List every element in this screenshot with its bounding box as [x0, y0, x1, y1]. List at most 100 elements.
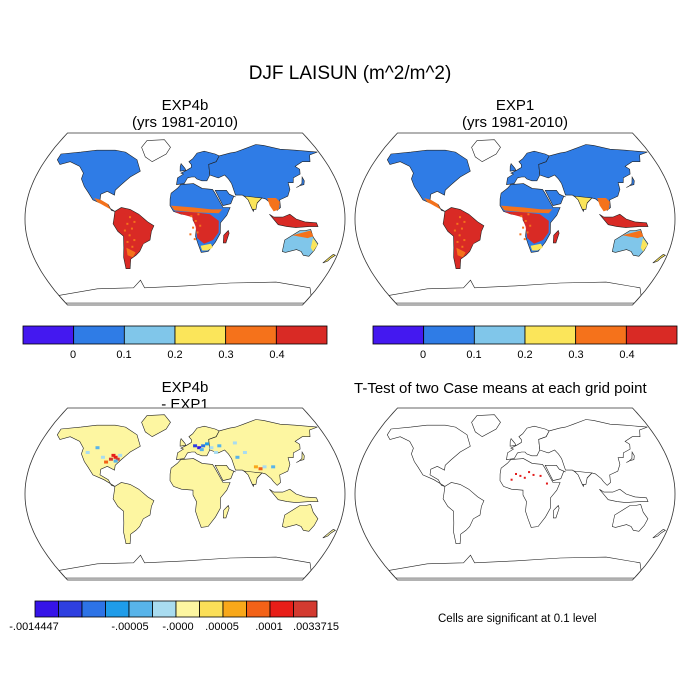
- japan-land: [296, 450, 305, 463]
- greenland-land: [141, 139, 171, 163]
- cell: [192, 226, 195, 229]
- diff-cell: [113, 455, 118, 459]
- colorbar-swatch: [222, 600, 247, 618]
- aus-north-patch: [622, 230, 644, 239]
- tick-label: 0.2: [517, 349, 533, 361]
- greenland-land: [141, 414, 171, 438]
- sahel-patch: [170, 205, 223, 214]
- colorbar-swatch: [22, 325, 75, 345]
- diff-cell: [95, 446, 100, 450]
- cell: [126, 222, 129, 225]
- tick-label: 0.1: [116, 349, 132, 361]
- diff-cell: [217, 444, 222, 448]
- diff-cell: [253, 465, 258, 469]
- cell: [456, 240, 459, 243]
- diff-cell: [193, 444, 198, 448]
- cell: [519, 233, 522, 236]
- cell: [453, 229, 456, 232]
- tick-label: .00005: [205, 621, 239, 633]
- amazon-patch: [117, 213, 152, 248]
- diff-cell: [258, 467, 263, 471]
- south-america-outline: [442, 482, 485, 544]
- diff-cell: [104, 460, 109, 464]
- colorbar-swatch: [152, 600, 177, 618]
- tick-label: 0.3: [218, 349, 234, 361]
- aus-east-patch: [640, 238, 648, 252]
- diff-cell: [262, 465, 267, 469]
- cell: [527, 213, 530, 216]
- diff-cell: [232, 441, 237, 445]
- diff-cell: [205, 442, 210, 446]
- india-land: [243, 470, 263, 485]
- diff-cell: [197, 446, 202, 450]
- diff-cell: [199, 448, 204, 452]
- sahel-patch: [500, 205, 553, 214]
- new-zealand-land: [322, 529, 337, 539]
- colorbar-exp1: [372, 325, 678, 345]
- diff-cell: [115, 457, 120, 461]
- uk-land: [509, 162, 517, 172]
- diff-cell: [108, 457, 113, 461]
- madagascar-land: [222, 229, 230, 244]
- diff-cell: [111, 453, 116, 457]
- arabia-land: [544, 190, 566, 206]
- cell: [524, 219, 527, 222]
- colorbar-swatch: [175, 600, 200, 618]
- panel-title-ttest: T-Test of two Case means at each grid po…: [354, 380, 647, 397]
- madagascar-land: [552, 229, 560, 244]
- south-america-land: [112, 482, 155, 544]
- cell: [522, 226, 525, 229]
- australia-land: [281, 504, 319, 532]
- tick-label: 0: [69, 349, 77, 361]
- diff-cell: [235, 455, 240, 459]
- indonesia-outline: [599, 488, 649, 503]
- cell: [463, 220, 466, 223]
- colorbar-swatch: [123, 325, 176, 345]
- significant-cell: [510, 478, 513, 481]
- cell: [189, 233, 192, 236]
- colorbar-swatch: [58, 600, 83, 618]
- tick-label: 0.1: [466, 349, 482, 361]
- cell: [193, 238, 196, 241]
- uk-land: [179, 437, 187, 447]
- indonesia-land: [269, 488, 319, 503]
- cell: [456, 222, 459, 225]
- south-africa-patch: [530, 243, 543, 251]
- indonesia-land: [269, 213, 319, 228]
- cell: [190, 215, 193, 218]
- europe-land: [506, 150, 550, 185]
- panel-title-line2: (yrs 1981-2010): [132, 114, 238, 131]
- se-asia-patch: [597, 198, 610, 212]
- colorbar-swatch: [275, 325, 328, 345]
- map-exp4b: [24, 132, 346, 306]
- tick-label: .0001: [255, 621, 283, 633]
- cell: [133, 220, 136, 223]
- panel-title-line1: EXP4b: [161, 97, 209, 114]
- amazon-patch: [447, 213, 482, 248]
- tick-label: 0.4: [269, 349, 285, 361]
- diff-cell: [242, 451, 247, 454]
- mexico-patch: [94, 198, 111, 210]
- colorbar-swatch: [269, 600, 294, 618]
- significant-cell: [519, 474, 522, 477]
- north-america-outline: [386, 424, 471, 487]
- colorbar-swatch: [575, 325, 627, 345]
- colorbar-swatch: [372, 325, 425, 345]
- cell: [460, 227, 463, 230]
- cell: [463, 239, 466, 242]
- new-zealand-outline: [652, 529, 667, 539]
- map-exp1: [354, 132, 676, 306]
- se-asia-patch: [267, 198, 280, 212]
- diff-cell: [201, 444, 206, 448]
- tick-label: 0.2: [167, 349, 183, 361]
- map-frame: [354, 407, 676, 581]
- map-frame: [24, 132, 346, 306]
- significant-cell: [528, 471, 531, 474]
- map-ttest: [354, 407, 676, 581]
- significance-note: Cells are significant at 0.1 level: [438, 613, 597, 625]
- india-land: [573, 195, 593, 210]
- greenland-outline: [471, 414, 501, 438]
- diff-cell: [113, 459, 118, 463]
- colorbar-swatch: [128, 600, 153, 618]
- cell: [529, 224, 532, 227]
